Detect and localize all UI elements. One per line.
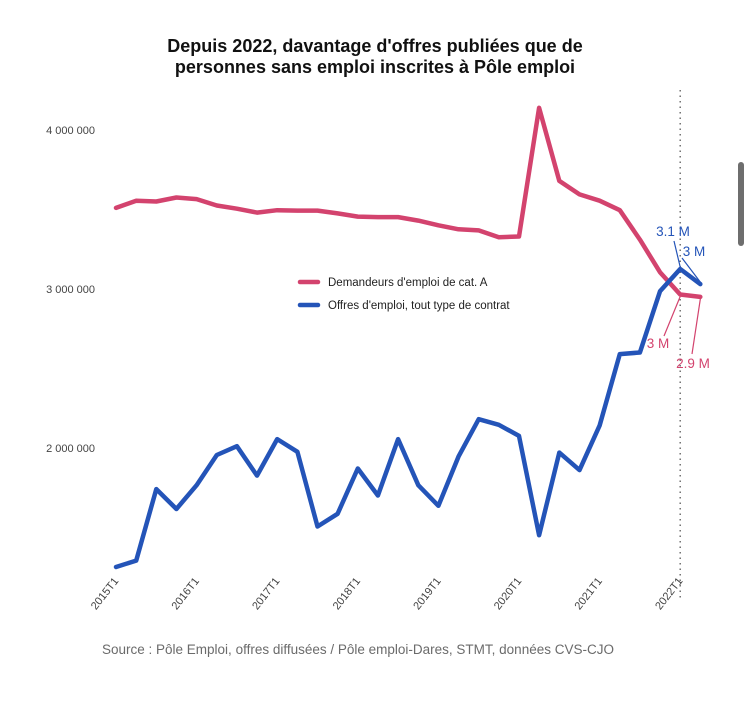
annotation-label: 3.1 M — [656, 224, 690, 239]
x-tick-label: 2021T1 — [573, 575, 605, 612]
y-tick-label: 2 000 000 — [46, 443, 95, 455]
annotation-label: 2.9 M — [676, 356, 710, 371]
legend-label-0: Demandeurs d'emploi de cat. A — [328, 277, 488, 289]
legend-label-1: Offres d'emploi, tout type de contrat — [328, 300, 510, 312]
x-tick-label: 2017T1 — [250, 575, 282, 612]
y-tick-label: 3 000 000 — [46, 284, 95, 296]
x-tick-label: 2016T1 — [170, 575, 202, 612]
annotation-label: 3 M — [647, 336, 670, 351]
annotation-leader — [673, 240, 681, 268]
series-line-1 — [113, 266, 703, 570]
x-tick-label: 2018T1 — [331, 575, 363, 612]
annotation-leader — [663, 296, 681, 337]
series-line-0 — [113, 105, 703, 300]
y-tick-label: 4 000 000 — [46, 125, 95, 137]
x-tick-label: 2020T1 — [492, 575, 524, 612]
source-note: Source : Pôle Emploi, offres diffusées /… — [102, 642, 614, 657]
x-tick-label: 2019T1 — [411, 575, 443, 612]
x-tick-label: 2015T1 — [89, 575, 121, 612]
annotation-label: 3 M — [683, 244, 706, 259]
chart-title: Depuis 2022, davantage d'offres publiées… — [167, 36, 583, 77]
annotation-leader — [681, 257, 701, 283]
vertical-scrollbar[interactable] — [738, 162, 744, 246]
annotation-leader — [691, 298, 701, 355]
